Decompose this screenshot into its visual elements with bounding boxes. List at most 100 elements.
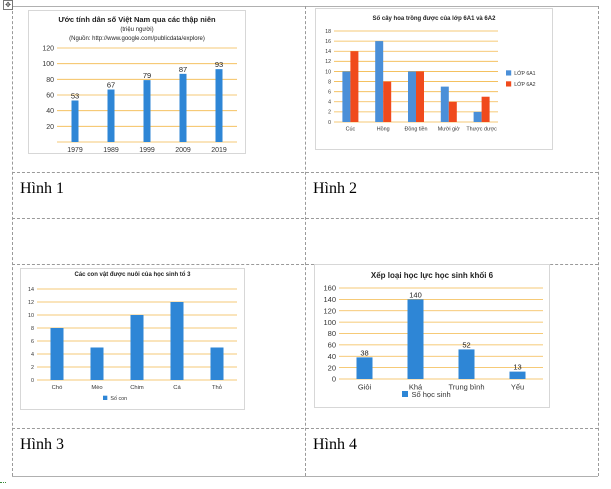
x-tick-label: Cá [173, 385, 181, 391]
data-label: 13 [513, 363, 521, 372]
caption-figure-1: Hình 1 [20, 180, 64, 197]
y-tick-label: 18 [325, 29, 331, 35]
table-bottom-border [12, 476, 598, 477]
table-gridline [12, 6, 13, 476]
data-label: 52 [462, 340, 470, 349]
bar-Chó [50, 328, 64, 380]
x-tick-label: Mười giờ [438, 126, 461, 132]
chart-source-note: (Nguồn: http://www.google.com/publicdata… [69, 36, 205, 42]
table-gridline [598, 6, 599, 476]
x-tick-label: Khá [409, 383, 423, 392]
y-tick-label: 10 [28, 313, 34, 319]
data-label: 67 [107, 81, 115, 90]
bar-Hồng [383, 81, 392, 122]
legend-label: Số con [110, 396, 127, 402]
bar-Thỏ [210, 347, 224, 380]
y-tick-label: 100 [323, 318, 336, 327]
chart-1-population: Ước tính dân số Việt Nam qua các thập ni… [42, 15, 237, 153]
y-tick-label: 20 [328, 363, 336, 372]
y-tick-label: 2 [328, 110, 331, 116]
y-tick-label: 8 [31, 326, 34, 332]
data-label: 38 [360, 348, 368, 357]
y-tick-label: 160 [323, 284, 336, 293]
chart-title: Ước tính dân số Việt Nam qua các thập ni… [58, 15, 216, 24]
x-tick-label: 1979 [67, 147, 83, 153]
caption-figure-2: Hình 2 [313, 180, 357, 197]
y-tick-label: 0 [328, 120, 331, 126]
bar-Yếu [509, 371, 526, 379]
y-tick-label: 120 [42, 45, 54, 52]
x-tick-label: Đồng tiền [404, 126, 427, 132]
paragraph-mark [0, 482, 6, 487]
legend-label: LỚP 6A1 [514, 70, 535, 77]
y-tick-label: 100 [42, 61, 54, 68]
legend-swatch [506, 70, 512, 76]
data-label: 93 [215, 60, 223, 69]
chart-4-grades: Xếp loại học lực học sinh khối 6 0 20 40 60 8… [323, 271, 543, 399]
bar-2009 [179, 73, 187, 142]
bar-2019 [215, 69, 223, 142]
data-label: 140 [409, 290, 422, 299]
bar-Cúc [350, 51, 359, 122]
x-tick-label: Giỏi [358, 383, 372, 392]
bar-Khá [407, 299, 424, 379]
bar-Cúc [342, 71, 351, 122]
caption-figure-4: Hình 4 [313, 436, 357, 453]
bar-Chim [130, 315, 144, 380]
chart-title: Các con vật được nuôi của học sinh tổ 3 [75, 271, 192, 278]
legend-swatch [402, 391, 408, 397]
y-tick-label: 4 [328, 100, 331, 106]
chart-3-pets: Các con vật được nuôi của học sinh tổ 3 0… [28, 271, 237, 402]
bar-Thược dược [473, 111, 482, 122]
bar-Mười giờ [440, 86, 449, 122]
x-tick-label: Chim [130, 385, 144, 391]
bar-Trung bình [458, 349, 475, 379]
bar-Cá [170, 302, 184, 380]
y-tick-label: 0 [332, 375, 336, 384]
legend-swatch [103, 395, 108, 400]
bar-Hồng [375, 41, 384, 122]
legend-label: Số học sinh [412, 390, 451, 399]
bar-Đồng tiền [408, 71, 416, 122]
legend-label: LỚP 6A2 [514, 81, 535, 88]
bar-Đồng tiền [416, 71, 424, 122]
legend-swatch [506, 81, 512, 87]
chart-2-flowers: Số cây hoa trồng được của lớp 6A1 và 6A2… [325, 15, 535, 132]
y-tick-label: 40 [328, 352, 336, 361]
chart-3-frame[interactable]: Các con vật được nuôi của học sinh tổ 3 0… [20, 268, 245, 410]
bar-Mười giờ [448, 101, 457, 122]
y-tick-label: 60 [46, 92, 54, 99]
y-tick-label: 2 [31, 365, 34, 371]
x-tick-label: Chó [52, 385, 63, 391]
y-tick-label: 80 [46, 77, 54, 84]
y-tick-label: 120 [323, 306, 336, 315]
x-tick-label: 2009 [175, 147, 191, 153]
x-tick-label: Thược dược [466, 126, 497, 132]
y-tick-label: 10 [325, 69, 331, 75]
y-tick-label: 20 [46, 124, 54, 131]
y-tick-label: 60 [328, 341, 336, 350]
chart-4-frame[interactable]: Xếp loại học lực học sinh khối 6 0 20 40 60 8… [314, 264, 550, 408]
y-tick-label: 16 [325, 39, 331, 45]
table-gridline [305, 6, 306, 476]
y-tick-label: 4 [31, 352, 34, 358]
y-tick-label: 0 [31, 378, 34, 384]
y-tick-label: 6 [31, 339, 34, 345]
caption-figure-3: Hình 3 [20, 436, 64, 453]
bar-1989 [107, 89, 115, 142]
y-tick-label: 14 [325, 49, 331, 55]
x-tick-label: 2019 [211, 147, 227, 153]
data-label: 87 [179, 65, 187, 74]
y-tick-label: 40 [46, 108, 54, 115]
y-tick-label: 12 [28, 300, 34, 306]
chart-2-frame[interactable]: Số cây hoa trồng được của lớp 6A1 và 6A2… [315, 8, 553, 150]
table-move-handle[interactable]: ✥ [3, 0, 13, 10]
x-tick-label: 1999 [139, 147, 155, 153]
bar-1999 [143, 80, 151, 142]
x-tick-label: Hồng [377, 126, 390, 132]
bar-Thược dược [481, 96, 490, 122]
chart-1-frame[interactable]: Ước tính dân số Việt Nam qua các thập ni… [28, 10, 246, 154]
chart-title: Số cây hoa trồng được của lớp 6A1 và 6A2 [373, 15, 497, 22]
x-tick-label: Thỏ [212, 384, 222, 391]
bar-Giỏi [356, 357, 373, 379]
